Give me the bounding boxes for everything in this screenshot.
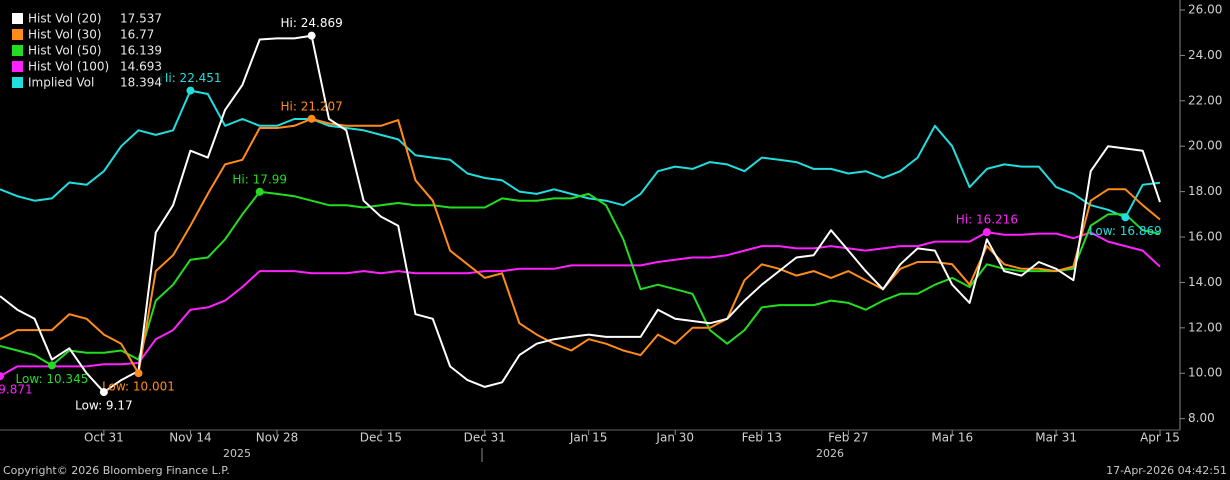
extreme-label: Low: 9.17 bbox=[75, 399, 133, 413]
extreme-point bbox=[47, 361, 56, 370]
extreme-point bbox=[982, 228, 991, 237]
y-tick-label: 26.00 bbox=[1188, 2, 1222, 16]
y-tick-label: 14.00 bbox=[1188, 275, 1222, 289]
legend-value: 14.693 bbox=[120, 60, 162, 74]
extreme-label: Low: 9.871 bbox=[0, 383, 33, 397]
series-line bbox=[0, 190, 1161, 367]
series-line bbox=[0, 34, 1161, 394]
extreme-point bbox=[99, 388, 108, 397]
y-tick-label: 18.00 bbox=[1188, 184, 1222, 198]
y-tick-label: 16.00 bbox=[1188, 230, 1222, 244]
x-tick-label: Dec 31 bbox=[464, 431, 506, 445]
extreme-point bbox=[1121, 213, 1130, 222]
y-tick-label: 24.00 bbox=[1188, 48, 1222, 62]
legend-box bbox=[0, 8, 166, 92]
x-tick-label: Jan 30 bbox=[655, 431, 694, 445]
legend-swatch bbox=[12, 77, 23, 88]
legend-value: 18.394 bbox=[120, 76, 162, 90]
legend-swatch bbox=[12, 45, 23, 56]
x-tick-label: Feb 13 bbox=[742, 431, 782, 445]
extreme-label: Hi: 21.207 bbox=[281, 99, 343, 113]
legend-label: Hist Vol (100) bbox=[28, 60, 109, 74]
extreme-point bbox=[307, 114, 316, 123]
y-tick-label: 22.00 bbox=[1188, 93, 1222, 107]
extreme-point bbox=[134, 369, 143, 378]
legend-swatch bbox=[12, 13, 23, 24]
timestamp: 17-Apr-2026 04:42:51 bbox=[1106, 464, 1227, 477]
x-tick-label: Feb 27 bbox=[828, 431, 868, 445]
x-tick-label: Oct 31 bbox=[84, 431, 124, 445]
legend-label: Implied Vol bbox=[28, 76, 94, 90]
y-tick-label: 10.00 bbox=[1188, 366, 1222, 380]
series-line bbox=[0, 231, 1161, 378]
year-label: 2026 bbox=[816, 447, 844, 460]
series-line bbox=[0, 117, 1161, 375]
x-tick-label: Nov 28 bbox=[256, 431, 299, 445]
x-tick-label: Mar 31 bbox=[1035, 431, 1077, 445]
extreme-point bbox=[186, 86, 195, 95]
extreme-point bbox=[255, 187, 264, 196]
extreme-label: Hi: 17.99 bbox=[232, 172, 287, 186]
extreme-label: Low: 16.869 bbox=[1089, 224, 1162, 238]
extreme-label: Low: 10.345 bbox=[16, 372, 89, 386]
legend: Hist Vol (20) 17.537 Hist Vol (30) 16.77 His… bbox=[0, 8, 166, 92]
x-tick-label: Apr 15 bbox=[1140, 431, 1180, 445]
x-tick-label: Nov 14 bbox=[169, 431, 212, 445]
x-tick-label: Mar 16 bbox=[931, 431, 973, 445]
legend-value: 16.139 bbox=[120, 44, 162, 58]
legend-label: Hist Vol (20) bbox=[28, 12, 102, 26]
y-tick-label: 20.00 bbox=[1188, 139, 1222, 153]
year-label: 2025 bbox=[223, 447, 251, 460]
legend-swatch bbox=[12, 61, 23, 72]
x-tick-label: Jan 15 bbox=[569, 431, 608, 445]
legend-value: 17.537 bbox=[120, 12, 162, 26]
copyright: Copyright© 2026 Bloomberg Finance L.P. bbox=[3, 464, 230, 477]
extreme-point bbox=[0, 372, 4, 381]
legend-swatch bbox=[12, 29, 23, 40]
extreme-label: Hi: 22.451 bbox=[159, 71, 221, 85]
legend-value: 16.77 bbox=[120, 28, 154, 42]
extreme-label: Hi: 24.869 bbox=[281, 16, 343, 30]
legend-label: Hist Vol (50) bbox=[28, 44, 102, 58]
x-tick-label: Dec 15 bbox=[360, 431, 402, 445]
extreme-point bbox=[307, 31, 316, 40]
legend-label: Hist Vol (30) bbox=[28, 28, 102, 42]
y-tick-label: 8.00 bbox=[1188, 411, 1215, 425]
y-tick-label: 12.00 bbox=[1188, 320, 1222, 334]
extreme-label: Low: 10.001 bbox=[102, 380, 175, 394]
extreme-label: Hi: 16.216 bbox=[956, 213, 1018, 227]
